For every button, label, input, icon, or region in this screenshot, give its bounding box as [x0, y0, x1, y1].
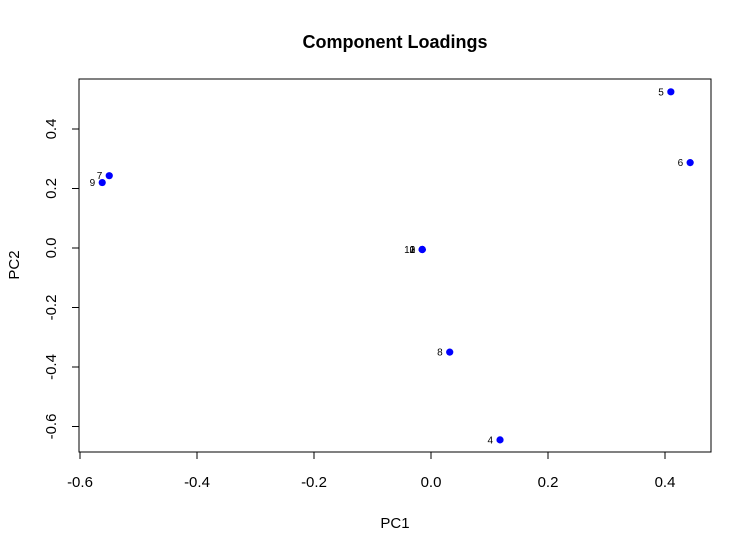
y-tick-label: 0.4 — [43, 119, 60, 140]
data-point — [105, 172, 113, 180]
x-tick-label: -0.2 — [301, 474, 327, 491]
points-layer: 123 4 5 6 7 8 9 10 — [90, 87, 694, 446]
y-tick-label: -0.6 — [43, 414, 60, 440]
data-point — [686, 159, 694, 167]
point-label: 7 — [97, 171, 103, 182]
point-label: 10 — [404, 245, 416, 256]
data-point — [446, 348, 454, 356]
y-tick-label: 0.0 — [43, 238, 60, 259]
x-tick-label: -0.6 — [67, 474, 93, 491]
plot-frame — [78, 78, 712, 453]
point-label: 2 — [410, 245, 416, 256]
point-label: 5 — [658, 87, 664, 98]
y-axis: -0.6 -0.4 -0.2 0.0 0.2 0.4 — [43, 119, 80, 440]
x-tick-label: -0.4 — [184, 474, 210, 491]
data-point — [418, 245, 426, 254]
y-tick-label: -0.2 — [43, 295, 60, 321]
x-axis: -0.6 -0.4 -0.2 0.0 0.2 0.4 — [67, 451, 676, 491]
x-tick-label: 0.0 — [421, 474, 442, 491]
point-label: 8 — [437, 348, 443, 359]
y-tick-label: -0.4 — [43, 354, 60, 380]
y-axis-label: PC2 — [6, 250, 23, 279]
x-axis-label: PC1 — [380, 515, 409, 532]
y-tick-label: 0.2 — [43, 178, 60, 199]
data-point — [667, 88, 675, 96]
point-label: 6 — [678, 158, 684, 169]
point-label: 9 — [90, 178, 96, 189]
point-label: 3 — [410, 245, 416, 256]
point-label: 4 — [487, 435, 493, 446]
data-point — [98, 178, 106, 187]
x-tick-label: 0.2 — [538, 474, 559, 491]
chart-title: Component Loadings — [303, 32, 488, 52]
point-label: 1 — [410, 245, 416, 256]
x-tick-label: 0.4 — [655, 474, 676, 491]
data-point — [496, 436, 504, 444]
